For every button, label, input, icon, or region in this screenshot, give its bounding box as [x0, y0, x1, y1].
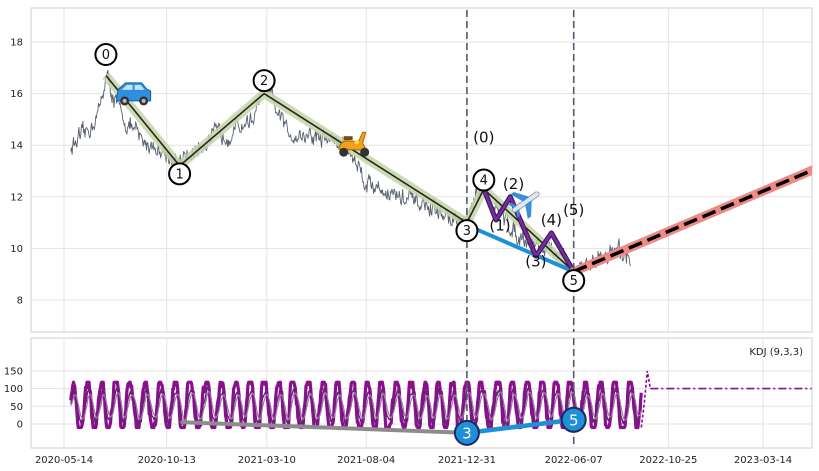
x-tick-label: 2023-03-14	[734, 455, 792, 466]
kdj-d-line	[70, 390, 642, 422]
subwave-label: (0)	[473, 129, 494, 147]
scooter-lamp	[354, 140, 359, 145]
kdj-wave-marker	[453, 419, 480, 446]
wave-point-marker	[168, 162, 192, 186]
kdj-wave-label: 5	[569, 411, 579, 429]
x-tick-label: 2021-03-10	[238, 455, 296, 466]
kdj-blue-trendline	[464, 417, 576, 436]
wave-point-label: 4	[480, 174, 488, 189]
wave-point-marker	[472, 168, 496, 192]
main-wave-line	[105, 74, 575, 273]
forecast-line	[573, 168, 812, 274]
wave-point-marker	[94, 43, 118, 67]
y-tick-label: 18	[10, 38, 23, 49]
subwave-label: (1)	[489, 216, 510, 234]
scooter-seat	[343, 136, 353, 141]
car-hub	[141, 98, 146, 103]
x-tick-label: 2021-12-31	[438, 455, 496, 466]
scooter-wheel	[360, 147, 370, 157]
subwave-line-inner	[482, 188, 575, 273]
y-tick-label: 8	[17, 296, 23, 307]
y-tick-label: 100	[4, 384, 23, 395]
y-tick-label: 12	[10, 192, 23, 203]
car-icon	[116, 82, 152, 106]
wave-point-label: 5	[570, 274, 578, 289]
x-tick-label: 2020-10-13	[138, 455, 196, 466]
y-tick-label: 10	[10, 244, 23, 255]
subwave-label: (5)	[563, 201, 584, 219]
price-panel	[30, 7, 813, 333]
car-hub	[122, 98, 127, 103]
kdj-legend: KDJ (9,3,3)	[749, 347, 803, 358]
subwave-label: (4)	[541, 211, 562, 229]
wave-point-marker	[455, 219, 479, 243]
scooter-body	[338, 131, 368, 151]
plane-fuselage	[511, 191, 540, 213]
kdj-wave-marker	[560, 406, 587, 433]
kdj-k-line	[70, 385, 642, 428]
x-tick-label: 2022-10-25	[639, 455, 697, 466]
x-tick-label: 2021-08-04	[337, 455, 395, 466]
subwave-label: (3)	[525, 252, 546, 270]
plane-wing	[510, 191, 532, 219]
car-window	[121, 84, 145, 90]
kdj-spike	[640, 370, 652, 428]
subwave-label: (2)	[503, 175, 524, 193]
wave-point-label: 1	[175, 167, 183, 182]
plane-tail	[508, 202, 520, 218]
y-tick-label: 150	[4, 366, 23, 377]
wave-point-label: 0	[102, 48, 110, 63]
scooter-icon	[338, 131, 370, 157]
airplane-icon	[508, 191, 540, 219]
y-tick-label: 50	[10, 402, 23, 413]
scooter-wheel	[339, 147, 349, 157]
y-tick-label: 0	[17, 420, 23, 431]
x-tick-label: 2022-06-07	[545, 455, 603, 466]
x-tick-label: 2020-05-14	[35, 455, 93, 466]
y-tick-label: 14	[10, 141, 23, 152]
wave-point-marker	[562, 269, 586, 293]
wave-point-label: 2	[260, 74, 268, 89]
wave-point-marker	[252, 69, 276, 93]
kdj-gray-trendline	[180, 420, 469, 435]
kdj-wave-label: 3	[462, 424, 472, 442]
wave-point-label: 3	[463, 224, 471, 239]
y-tick-label: 16	[10, 89, 23, 100]
blue-projection-line	[466, 223, 575, 274]
